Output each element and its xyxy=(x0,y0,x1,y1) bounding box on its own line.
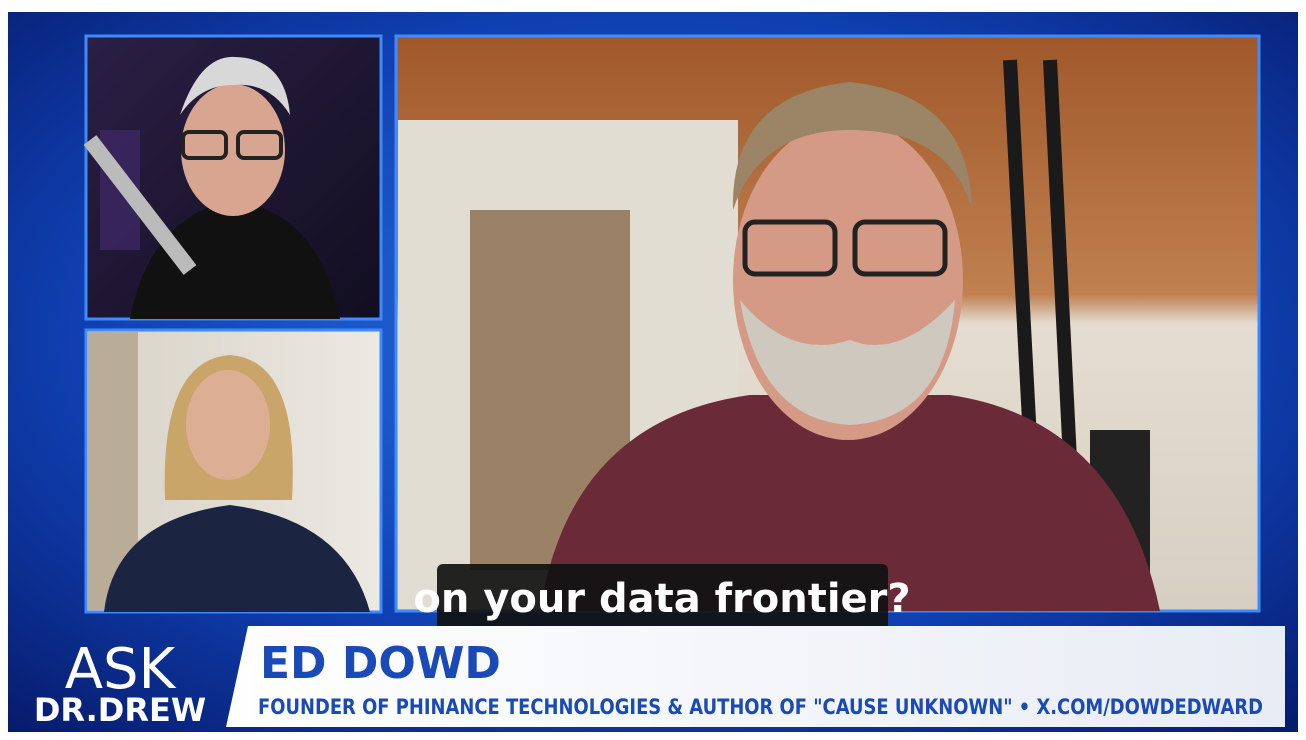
host-panel xyxy=(86,36,381,319)
caption: on your data frontier? xyxy=(413,576,910,622)
speaker-panel xyxy=(396,36,1259,611)
speaker-name: ED DOWD xyxy=(260,638,501,689)
logo-line2: DR.DREW xyxy=(34,691,206,729)
speaker-title: FOUNDER OF PHINANCE TECHNOLOGIES & AUTHO… xyxy=(258,695,1263,719)
video-frame: on your data frontier? ASK DR.DREW ED DO… xyxy=(0,0,1306,740)
guest-panel xyxy=(86,330,381,612)
